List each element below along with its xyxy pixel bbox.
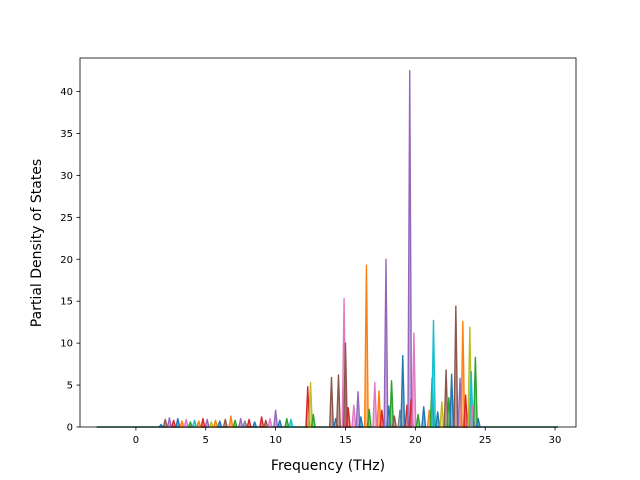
- x-axis: 0 5 10 15 20 25 30: [133, 427, 562, 446]
- y-tick-label: 35: [60, 129, 73, 140]
- x-tick-label: 30: [549, 435, 562, 446]
- x-tick-label: 10: [269, 435, 282, 446]
- y-axis-label: Partial Density of States: [29, 159, 45, 327]
- x-tick-label: 15: [339, 435, 352, 446]
- x-tick-label: 25: [479, 435, 492, 446]
- y-tick-label: 10: [60, 339, 73, 350]
- y-tick-label: 5: [67, 381, 73, 392]
- y-tick-label: 0: [67, 423, 73, 434]
- x-tick-label: 0: [133, 435, 139, 446]
- y-tick-label: 15: [60, 297, 73, 308]
- x-tick-label: 5: [203, 435, 209, 446]
- y-tick-label: 30: [60, 171, 73, 182]
- x-axis-label: Frequency (THz): [271, 458, 385, 474]
- y-axis: 0 5 10 15 20 25 30 35 40: [60, 87, 80, 434]
- axes-frame: [79, 57, 577, 428]
- x-tick-label: 20: [409, 435, 422, 446]
- y-tick-label: 25: [60, 213, 73, 224]
- y-tick-label: 40: [60, 87, 73, 98]
- y-tick-label: 20: [60, 255, 73, 266]
